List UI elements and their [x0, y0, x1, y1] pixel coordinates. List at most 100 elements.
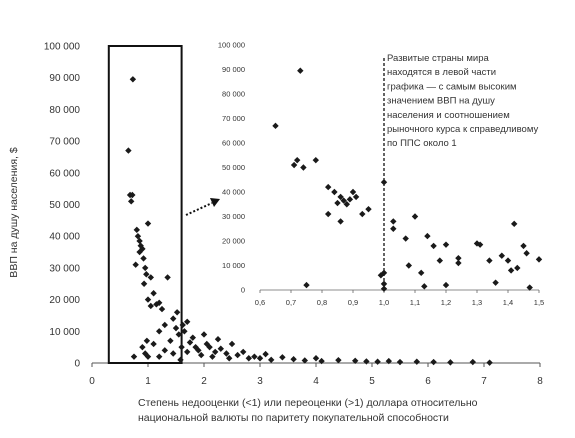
inset-data-point [377, 272, 385, 279]
main-data-point [268, 356, 275, 364]
main-data-point [335, 356, 342, 364]
inset-x-tick-label: 1,2 [441, 298, 451, 307]
main-data-point [156, 328, 163, 335]
main-y-tick-label: 30 000 [49, 263, 80, 274]
main-data-point [144, 353, 152, 360]
main-data-point [396, 358, 404, 366]
inset-x-tick-label: 1,3 [472, 298, 482, 307]
main-data-point [256, 355, 264, 362]
main-data-point [262, 350, 269, 358]
main-data-point [363, 358, 370, 365]
inset-x-tick-label: 0,7 [286, 298, 296, 307]
inset-data-point [514, 264, 521, 272]
main-data-point [139, 343, 146, 351]
main-y-tick-label: 90 000 [49, 73, 80, 84]
main-data-point [175, 331, 182, 338]
inset-data-point [442, 241, 450, 248]
main-data-point [144, 296, 152, 303]
inset-x-tick-label: 1,5 [534, 298, 544, 307]
main-data-point [170, 350, 177, 357]
inset-data-point [436, 257, 443, 264]
inset-data-point [380, 280, 388, 288]
main-data-point [177, 356, 184, 364]
main-data-point [223, 350, 230, 357]
inset-data-point [476, 241, 484, 248]
main-data-point [164, 274, 171, 281]
annotation-line-2: находятся в левой части [387, 67, 496, 78]
main-y-axis-label: ВВП на душу населения, $ [8, 147, 20, 278]
main-data-point [142, 264, 149, 272]
main-data-point [189, 334, 196, 341]
main-x-axis-label-line-2: национальной валюты по паритету покупате… [138, 412, 449, 424]
main-data-point [228, 340, 236, 348]
main-data-point [318, 357, 325, 365]
main-y-tick-label: 0 [74, 359, 80, 370]
inset-data-point [380, 179, 388, 186]
main-data-point [198, 351, 205, 359]
inset-data-point [352, 193, 360, 201]
main-data-point [206, 343, 213, 351]
main-data-point [301, 357, 308, 364]
main-data-point [167, 337, 174, 345]
inset-x-tick-label: 1,1 [410, 298, 420, 307]
main-data-point [150, 340, 157, 348]
inset-data-point [430, 242, 437, 250]
annotation-line-6: рыночного курса к справедливому [387, 124, 538, 135]
inset-x-tick-label: 1,0 [379, 298, 389, 307]
connector-arrow-head [210, 198, 220, 207]
main-data-point [161, 321, 168, 329]
main-data-point [143, 271, 150, 278]
inset-data-point [405, 262, 412, 269]
main-data-point [150, 290, 157, 297]
inset-data-point [507, 267, 515, 274]
inset-x-tick-label: 0,6 [255, 298, 265, 307]
inset-y-tick-label: 100 000 [218, 41, 245, 50]
inset-y-tick-label: 30 000 [222, 212, 245, 221]
main-y-tick-labels: 0 10 000 20 000 30 000 40 000 50 000 60 000 70 … [44, 42, 81, 370]
inset-data-point [442, 281, 450, 289]
main-y-tick-label: 70 000 [49, 137, 80, 148]
inset-data-point [418, 269, 425, 277]
main-data-point [133, 226, 140, 234]
main-data-point [129, 76, 137, 83]
inset-data-point [290, 161, 298, 169]
main-data-point [140, 280, 148, 287]
inset-data-point [340, 197, 347, 204]
main-data-point [234, 351, 241, 359]
main-data-point [212, 348, 219, 356]
main-data-point [279, 354, 286, 361]
inset-data-point [343, 201, 350, 208]
inset-data-point [424, 232, 431, 240]
main-data-point [181, 328, 188, 335]
main-x-axis-label-line-1: Степень недооценки (<1) или переоценки (… [138, 397, 478, 409]
main-y-tick-label: 20 000 [49, 295, 80, 306]
annotation-line-1: Развитые страны мира [387, 53, 490, 64]
inset-data-point [297, 67, 304, 74]
inset-data-point [511, 220, 518, 228]
annotation-line-4: значением ВВП на душу [387, 96, 495, 107]
inset-data-point [331, 188, 338, 196]
inset-y-tick-label: 50 000 [222, 163, 245, 172]
main-data-point [447, 359, 454, 366]
inset-data-point [349, 188, 357, 196]
inset-data-point [334, 199, 341, 207]
inset-data-point [365, 205, 372, 213]
main-data-point [172, 324, 180, 332]
main-data-point [200, 331, 208, 338]
main-data-point [413, 358, 420, 365]
main-data-point [217, 345, 224, 352]
inset-data-points [272, 67, 543, 292]
inset-x-tick-label: 1,4 [503, 298, 513, 307]
main-data-point [132, 261, 139, 268]
main-y-tick-label: 10 000 [49, 327, 80, 338]
inset-y-tick-label: 20 000 [222, 237, 245, 246]
main-data-point [251, 353, 258, 360]
main-data-point [134, 233, 142, 240]
inset-data-point [346, 196, 354, 203]
main-data-point [136, 237, 143, 245]
inset-data-point [520, 242, 527, 250]
main-data-point [195, 347, 202, 354]
main-x-tick-label: 7 [481, 376, 487, 387]
inset-data-point [498, 252, 505, 259]
